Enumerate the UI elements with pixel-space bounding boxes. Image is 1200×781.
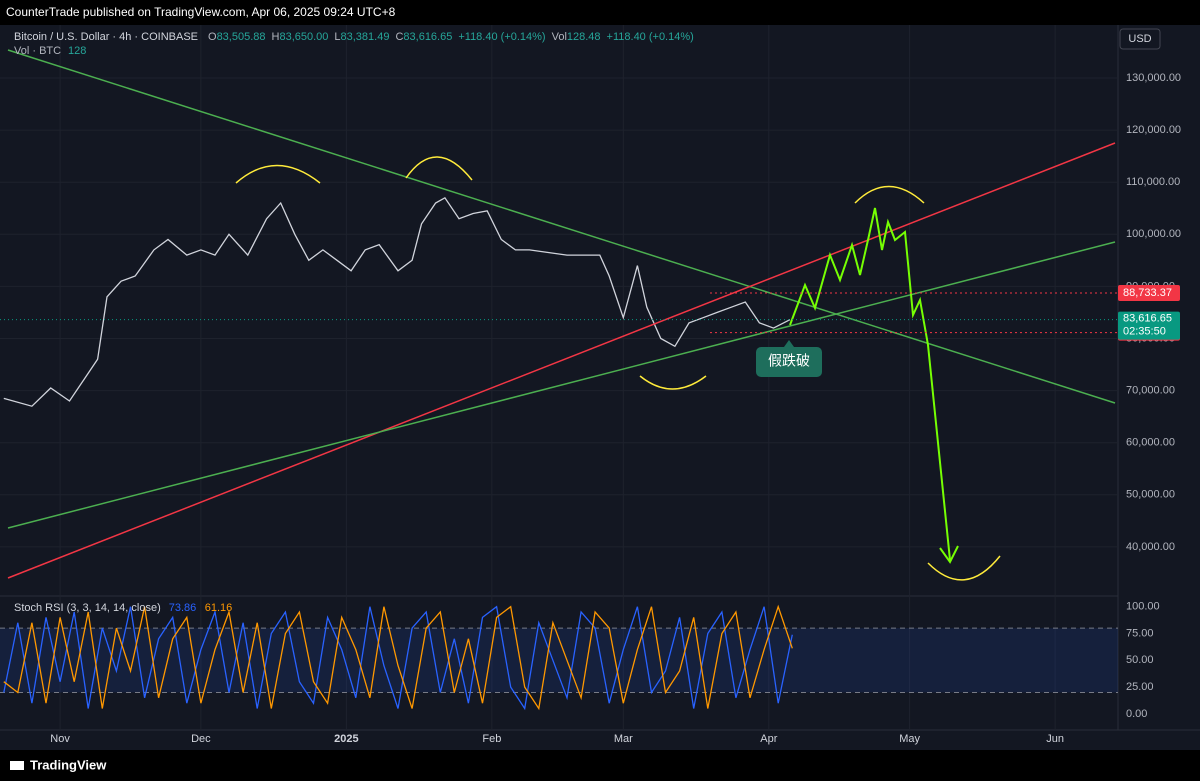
trendline xyxy=(7,142,1116,579)
stoch-k-value: 73.86 xyxy=(169,602,197,614)
stoch-title: Stoch RSI (3, 3, 14, 14, close) xyxy=(14,602,161,614)
legend-volume-label: Vol xyxy=(552,31,567,43)
chart-background xyxy=(0,25,1200,750)
y-tick-label: 0.00 xyxy=(1126,708,1147,720)
legend-field-value: 83,616.65 xyxy=(403,31,452,43)
arc xyxy=(405,156,473,181)
x-tick-label: Apr xyxy=(760,733,777,745)
arc xyxy=(235,164,321,184)
y-tick-label: 100.00 xyxy=(1126,601,1160,613)
series-line xyxy=(3,604,793,711)
legend-volume-value: 128 xyxy=(68,45,86,57)
y-tick-label: 120,000.00 xyxy=(1126,124,1181,136)
y-tick-label: 40,000.00 xyxy=(1126,541,1175,553)
header-bar xyxy=(0,0,1200,25)
y-tick-label: 60,000.00 xyxy=(1126,437,1175,449)
currency-label[interactable]: USD xyxy=(1128,33,1151,45)
legend-field-value: 83,505.88 xyxy=(217,31,266,43)
legend-field-label: C xyxy=(395,31,403,43)
x-tick-label: Nov xyxy=(50,733,70,745)
legend-field-value: 83,650.00 xyxy=(279,31,328,43)
last-price-box xyxy=(1118,311,1180,340)
legend-symbol: Bitcoin / U.S. Dollar · 4h · COINBASE xyxy=(14,31,198,43)
price-label-box xyxy=(1118,284,1180,301)
x-tick-label: May xyxy=(899,733,920,745)
legend: Bitcoin / U.S. Dollar · 4h · COINBASE Vo… xyxy=(14,31,232,614)
y-tick-label: 100,000.00 xyxy=(1126,228,1181,240)
last-price-label: 83,616.65 xyxy=(1123,313,1172,325)
countdown: 02:35:50 xyxy=(1123,326,1166,338)
legend-field-value: 83,381.49 xyxy=(341,31,390,43)
y-tick-label: 50.00 xyxy=(1126,654,1154,666)
arc xyxy=(639,375,707,390)
drawings xyxy=(7,49,1116,581)
projection xyxy=(789,207,951,561)
projection-arrow xyxy=(939,545,959,564)
annotation-text: 假跌破 xyxy=(768,353,810,369)
x-tick-label: Mar xyxy=(614,733,633,745)
currency-button[interactable] xyxy=(1119,28,1161,50)
legend-field-label: H xyxy=(272,31,280,43)
legend-volume-change: +118.40 (+0.14%) xyxy=(607,31,694,43)
brand-logo xyxy=(10,761,24,770)
legend-field-label: O xyxy=(208,31,217,43)
annotation-pointer xyxy=(784,340,794,347)
series-line xyxy=(3,605,793,711)
y-tick-label: 50,000.00 xyxy=(1126,489,1175,501)
header-text: CounterTrade published on TradingView.co… xyxy=(6,5,396,19)
x-tick-label: Feb xyxy=(482,733,501,745)
x-tick-label: 2025 xyxy=(334,733,358,745)
arc xyxy=(927,555,1001,581)
series-line xyxy=(3,196,791,407)
legend-change: +118.40 (+0.14%) xyxy=(458,31,545,43)
trendline xyxy=(7,49,1116,404)
y-tick-label: 70,000.00 xyxy=(1126,385,1175,397)
footer xyxy=(0,750,1200,781)
y-tick-label: 110,000.00 xyxy=(1126,176,1180,188)
stoch-d-value: 61.16 xyxy=(205,602,233,614)
price-label: 88,733.37 xyxy=(1123,287,1172,299)
y-tick-label: 75.00 xyxy=(1126,627,1154,639)
annotation-box xyxy=(756,347,822,377)
brand: TradingView xyxy=(30,757,107,772)
x-tick-label: Jun xyxy=(1046,733,1064,745)
arc xyxy=(854,185,925,204)
y-tick-label: 25.00 xyxy=(1126,681,1154,693)
legend-volume-label: Vol · BTC xyxy=(14,45,61,57)
y-tick-label: 130,000.00 xyxy=(1126,72,1181,84)
trendline xyxy=(7,241,1116,529)
x-tick-label: Dec xyxy=(191,733,211,745)
legend-volume-value: 128.48 xyxy=(567,31,601,43)
legend-field-label: L xyxy=(334,31,340,43)
